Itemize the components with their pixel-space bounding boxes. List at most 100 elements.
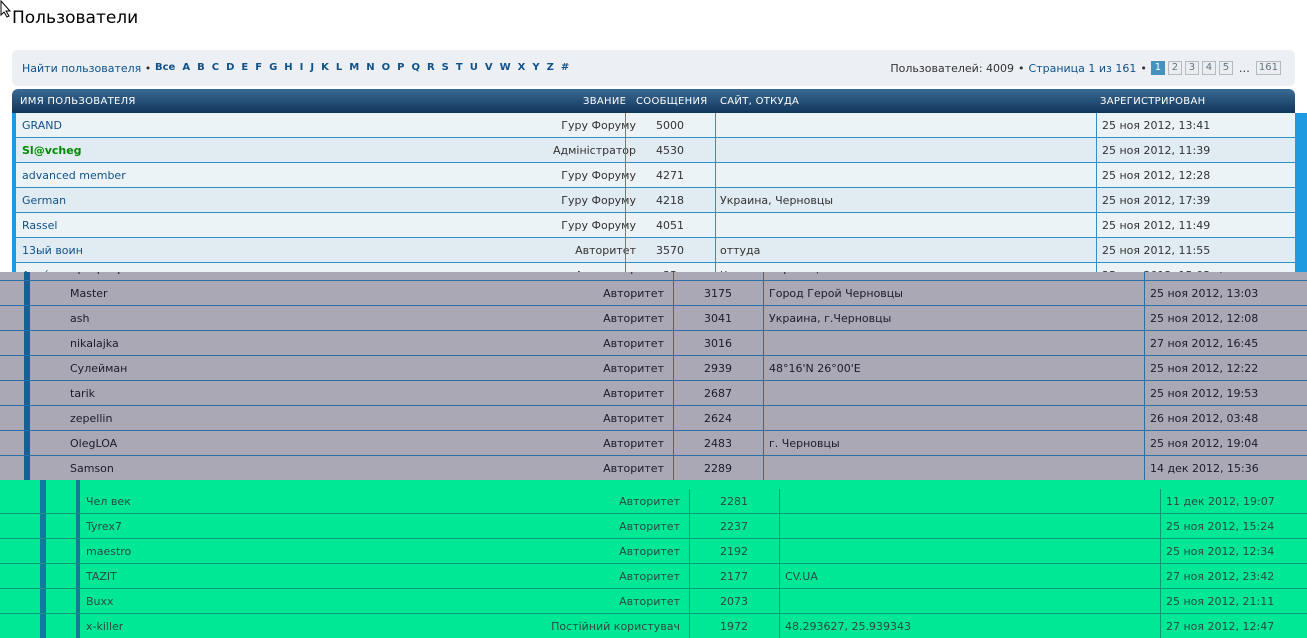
member-posts-link[interactable]: 2624 bbox=[704, 412, 732, 425]
page-link-5[interactable]: 5 bbox=[1218, 61, 1233, 75]
cell-divider bbox=[763, 456, 764, 480]
member-name-link[interactable]: TAZIT bbox=[86, 570, 117, 583]
member-posts-link[interactable]: 2177 bbox=[720, 570, 748, 583]
letter-filter-n[interactable]: N bbox=[366, 62, 375, 73]
member-joined-date: 25 ноя 2012, 12:08 bbox=[1150, 312, 1259, 325]
letter-filter-e[interactable]: E bbox=[241, 62, 249, 73]
letter-filter-q[interactable]: Q bbox=[411, 62, 420, 73]
letter-filter-j[interactable]: J bbox=[310, 62, 315, 73]
letter-filter-z[interactable]: Z bbox=[546, 62, 554, 73]
page-link-4[interactable]: 4 bbox=[1201, 61, 1216, 75]
letter-filter-все[interactable]: Все bbox=[155, 62, 176, 73]
column-header-rank[interactable]: Звание bbox=[583, 96, 627, 107]
letter-filter-w[interactable]: W bbox=[499, 62, 511, 73]
member-name-link[interactable]: ash bbox=[70, 312, 90, 325]
member-posts-link[interactable]: 3041 bbox=[704, 312, 732, 325]
column-header-site[interactable]: Сайт, откуда bbox=[720, 96, 800, 107]
column-header-joined[interactable]: Зарегистрирован bbox=[1100, 96, 1206, 107]
member-posts-link[interactable]: 3016 bbox=[704, 337, 732, 350]
member-rank: Авторитет bbox=[619, 495, 680, 508]
letter-filter-d[interactable]: D bbox=[226, 62, 235, 73]
letter-filter-c[interactable]: C bbox=[211, 62, 220, 73]
member-posts-link[interactable]: 2289 bbox=[704, 462, 732, 475]
member-name-link[interactable]: Tyrex7 bbox=[86, 520, 122, 533]
column-header-username[interactable]: Имя пользователя bbox=[20, 96, 136, 107]
letter-filter-k[interactable]: K bbox=[321, 62, 329, 73]
member-name-link[interactable]: Master bbox=[70, 287, 108, 300]
member-posts-link[interactable]: 4051 bbox=[656, 219, 684, 232]
member-joined-date: 26 ноя 2012, 03:48 bbox=[1150, 412, 1259, 425]
member-joined-date: 25 ноя 2012, 19:53 bbox=[1150, 387, 1259, 400]
letter-filter-other[interactable]: # bbox=[560, 62, 570, 73]
member-name-link[interactable]: zepellin bbox=[70, 412, 113, 425]
letter-filter-r[interactable]: R bbox=[426, 62, 435, 73]
member-posts-link[interactable]: 1972 bbox=[720, 620, 748, 633]
cell-divider bbox=[715, 138, 716, 162]
member-name-link[interactable]: nikalajka bbox=[70, 337, 119, 350]
member-name-link[interactable]: Samson bbox=[70, 462, 114, 475]
member-name-link[interactable]: x-killer bbox=[86, 620, 124, 633]
member-posts-link[interactable]: 2237 bbox=[720, 520, 748, 533]
cell-divider bbox=[1144, 281, 1145, 305]
cell-divider bbox=[1096, 188, 1097, 212]
member-name-link[interactable]: maestro bbox=[86, 545, 132, 558]
page-link-last[interactable]: 161 bbox=[1255, 61, 1281, 75]
member-joined-date: 27 ноя 2012, 23:42 bbox=[1166, 570, 1275, 583]
member-posts-link[interactable]: 2192 bbox=[720, 545, 748, 558]
column-header-posts[interactable]: Сообщения bbox=[636, 96, 708, 107]
letter-filter-i[interactable]: I bbox=[299, 62, 304, 73]
letter-filter-a[interactable]: A bbox=[182, 62, 191, 73]
member-name-link[interactable]: Сулейман bbox=[70, 362, 128, 375]
member-posts-link[interactable]: 2483 bbox=[704, 437, 732, 450]
member-posts-link[interactable]: 2073 bbox=[720, 595, 748, 608]
page-link-2[interactable]: 2 bbox=[1167, 61, 1182, 75]
member-posts-link[interactable]: 2687 bbox=[704, 387, 732, 400]
member-name-link[interactable]: Артέμιος bbox=[70, 272, 121, 281]
letter-filter-b[interactable]: B bbox=[197, 62, 205, 73]
letter-filter-u[interactable]: U bbox=[469, 62, 478, 73]
member-posts-link[interactable]: 5000 bbox=[656, 119, 684, 132]
member-posts-link[interactable]: 3570 bbox=[656, 244, 684, 257]
letter-filter-y[interactable]: Y bbox=[532, 62, 540, 73]
letter-filter-p[interactable]: P bbox=[397, 62, 405, 73]
member-name-link[interactable]: Sl@vcheg bbox=[22, 144, 82, 157]
letter-filter-o[interactable]: O bbox=[381, 62, 391, 73]
cell-divider bbox=[1144, 406, 1145, 430]
member-name-link[interactable]: 13ый воин bbox=[22, 244, 83, 257]
letter-filter-f[interactable]: F bbox=[255, 62, 263, 73]
letter-filter-g[interactable]: G bbox=[269, 62, 278, 73]
member-rank: Авторитет bbox=[603, 362, 664, 375]
page-link-1[interactable]: 1 bbox=[1150, 61, 1165, 75]
member-posts-link[interactable]: 4218 bbox=[656, 194, 684, 207]
page-link-3[interactable]: 3 bbox=[1184, 61, 1199, 75]
letter-filter-v[interactable]: V bbox=[484, 62, 493, 73]
find-user-link[interactable]: Найти пользователя • bbox=[22, 62, 152, 75]
page-info-link[interactable]: Страница 1 из 161 bbox=[1028, 61, 1137, 75]
letter-filter-x[interactable]: X bbox=[517, 62, 526, 73]
member-posts-link[interactable]: 4271 bbox=[656, 169, 684, 182]
member-joined-date: 27 ноя 2012, 12:47 bbox=[1166, 620, 1275, 633]
letter-filter-h[interactable]: H bbox=[284, 62, 293, 73]
cell-divider bbox=[1160, 564, 1161, 588]
member-posts-link[interactable]: 4530 bbox=[656, 144, 684, 157]
cell-divider bbox=[689, 564, 690, 588]
member-posts-link[interactable]: 35 bbox=[673, 272, 763, 281]
member-name-link[interactable]: German bbox=[22, 194, 67, 207]
table-row: Артέμιος Авторитет 35 Черновцы 25 ноя 2012, … bbox=[0, 272, 1307, 281]
member-posts-link[interactable]: 2281 bbox=[720, 495, 748, 508]
letter-filter-s[interactable]: S bbox=[441, 62, 449, 73]
cell-divider bbox=[763, 356, 764, 380]
member-name-link[interactable]: Rassel bbox=[22, 219, 58, 232]
member-name-link[interactable]: Buxx bbox=[86, 595, 114, 608]
letter-filter-m[interactable]: M bbox=[349, 62, 360, 73]
cell-divider bbox=[1096, 138, 1097, 162]
member-name-link[interactable]: tarik bbox=[70, 387, 96, 400]
letter-filter-t[interactable]: T bbox=[455, 62, 463, 73]
member-posts-link[interactable]: 2939 bbox=[704, 362, 732, 375]
member-name-link[interactable]: advanced member bbox=[22, 169, 126, 182]
member-name-link[interactable]: Чел век bbox=[86, 495, 131, 508]
member-name-link[interactable]: OlegLOA bbox=[70, 437, 118, 450]
member-name-link[interactable]: GRAND bbox=[22, 119, 62, 132]
member-posts-link[interactable]: 3175 bbox=[704, 287, 732, 300]
letter-filter-l[interactable]: L bbox=[335, 62, 343, 73]
